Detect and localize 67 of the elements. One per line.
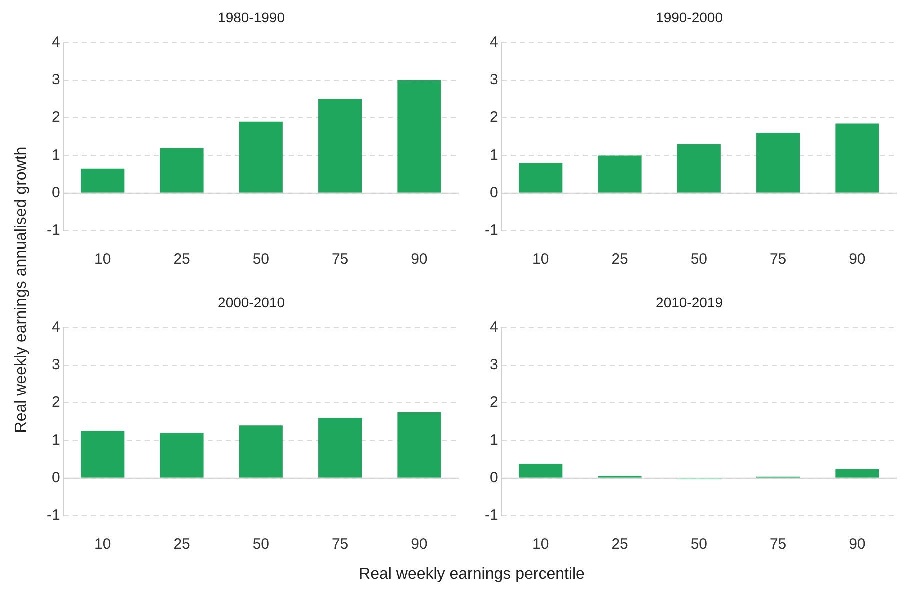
bar — [598, 156, 642, 193]
y-tick-label: -1 — [484, 222, 498, 240]
y-tick-label: 4 — [490, 318, 498, 336]
bar — [318, 418, 362, 478]
x-tick-label: 25 — [612, 536, 628, 554]
x-tick-label: 10 — [532, 251, 550, 268]
y-tick-label: -1 — [46, 222, 60, 240]
bar — [756, 133, 800, 193]
bar — [836, 124, 880, 193]
x-tick-label: 10 — [94, 536, 112, 554]
y-axis-title: Real weekly earnings annualised growth — [13, 146, 31, 434]
x-tick-label: 25 — [174, 251, 190, 268]
bar — [239, 122, 283, 193]
chart-title: 1980-1990 — [218, 9, 286, 26]
bar — [836, 469, 880, 478]
y-tick-label: 0 — [52, 470, 60, 486]
x-tick-label: 75 — [770, 251, 787, 268]
y-tick-label: 1 — [52, 146, 60, 164]
x-tick-label: 10 — [94, 251, 112, 268]
y-tick-label: 2 — [52, 109, 60, 126]
y-tick-label: 3 — [490, 72, 498, 89]
bar — [160, 148, 204, 193]
x-tick-label: 75 — [332, 536, 349, 554]
bar — [677, 144, 721, 193]
x-tick-label: 25 — [174, 536, 190, 554]
y-tick-label: 0 — [490, 184, 498, 202]
bar — [519, 163, 563, 193]
chart-title: 2010-2019 — [656, 294, 724, 310]
chart-title: 2000-2010 — [218, 294, 286, 310]
x-tick-label: 90 — [411, 251, 428, 268]
x-axis-title: Real weekly earnings percentile — [358, 566, 586, 584]
x-tick-label: 50 — [690, 251, 708, 268]
y-tick-label: 2 — [490, 109, 498, 126]
y-tick-label: 1 — [52, 432, 60, 449]
x-tick-label: 90 — [411, 536, 428, 554]
x-tick-label: 50 — [252, 251, 270, 268]
bar — [519, 464, 563, 478]
y-tick-label: -1 — [484, 507, 498, 524]
bar — [81, 168, 125, 193]
y-tick-label: 3 — [490, 356, 498, 374]
y-tick-label: 3 — [52, 356, 60, 374]
y-tick-label: 2 — [490, 394, 498, 412]
y-tick-label: 3 — [52, 72, 60, 89]
x-tick-label: 10 — [532, 536, 550, 554]
bar — [398, 412, 442, 478]
x-tick-label: 50 — [252, 536, 270, 554]
y-tick-label: 4 — [490, 34, 498, 51]
bar — [239, 426, 283, 478]
x-tick-label: 25 — [612, 251, 628, 268]
chart-title: 1990-2000 — [656, 9, 724, 26]
y-tick-label: 4 — [52, 34, 60, 51]
x-tick-label: 90 — [849, 536, 866, 554]
x-tick-label: 75 — [332, 251, 349, 268]
x-tick-label: 90 — [849, 251, 866, 268]
y-tick-label: 1 — [490, 432, 498, 449]
y-tick-label: 0 — [490, 470, 498, 486]
x-tick-label: 50 — [690, 536, 708, 554]
bar — [398, 80, 442, 193]
y-tick-label: 0 — [52, 184, 60, 202]
bar — [81, 431, 125, 478]
bar — [160, 433, 204, 478]
x-tick-label: 75 — [770, 536, 787, 554]
y-tick-label: 2 — [52, 394, 60, 412]
y-tick-label: 4 — [52, 318, 60, 336]
bar — [318, 99, 362, 193]
y-tick-label: 1 — [490, 146, 498, 164]
y-tick-label: -1 — [46, 507, 60, 524]
